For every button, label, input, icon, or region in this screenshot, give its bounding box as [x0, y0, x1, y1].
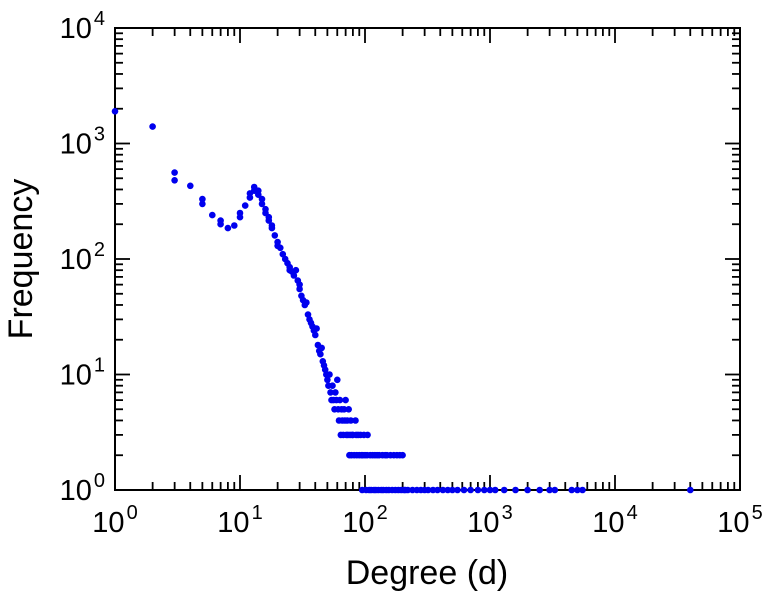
y-tick-label: 10 0 [60, 470, 105, 507]
data-point [347, 417, 355, 424]
x-tick-label: 10 0 [92, 502, 137, 539]
data-point [481, 486, 488, 494]
data-point [449, 486, 456, 494]
data-point [329, 382, 336, 390]
data-point [568, 486, 575, 494]
data-point [199, 195, 206, 203]
data-point [236, 213, 244, 221]
data-point [467, 486, 474, 494]
data-point [334, 376, 341, 384]
data-point [434, 486, 441, 494]
data-point [342, 396, 349, 404]
data-point [303, 299, 310, 306]
data-point [326, 371, 333, 378]
data-point [199, 200, 206, 208]
data-point [296, 285, 303, 293]
data-point [574, 486, 581, 494]
data-point [241, 202, 249, 209]
data-point [524, 486, 531, 494]
data-point [187, 182, 194, 190]
y-tick-label: 10 4 [60, 8, 105, 45]
x-tick-label: 10 2 [342, 502, 387, 539]
x-tick-label: 10 1 [217, 502, 262, 539]
data-point [231, 222, 238, 229]
x-tick-label: 10 5 [717, 502, 762, 539]
data-point [258, 200, 266, 208]
data-point [327, 389, 334, 396]
data-point [579, 486, 586, 494]
data-point [271, 232, 279, 239]
data-point [171, 177, 178, 184]
data-point [277, 244, 284, 252]
data-point [454, 486, 461, 494]
data-point [171, 169, 178, 176]
y-tick-label: 10 1 [60, 355, 105, 392]
data-point [217, 220, 224, 228]
data-point [551, 486, 559, 494]
y-tick-label: 10 2 [60, 239, 105, 276]
data-point [500, 486, 508, 494]
data-point [265, 217, 273, 224]
data-point [439, 486, 447, 494]
data-point [209, 211, 216, 219]
data-point [246, 194, 254, 201]
data-point [324, 376, 331, 384]
data-point [224, 224, 232, 232]
data-point [364, 431, 371, 439]
x-tick-label: 10 4 [592, 502, 637, 539]
data-point [536, 486, 543, 494]
data-point [340, 406, 348, 413]
data-point [312, 331, 319, 339]
data-point [336, 396, 344, 404]
data-point [318, 344, 326, 352]
data-point [687, 486, 694, 494]
data-point [292, 266, 300, 274]
data-point [444, 486, 452, 494]
data-point [111, 108, 119, 115]
data-point [254, 191, 262, 198]
x-axis-label: Degree (d) [346, 554, 509, 592]
data-point [424, 486, 432, 494]
data-point [460, 486, 468, 494]
data-point [345, 406, 353, 413]
data-point [399, 451, 406, 459]
data-point [332, 389, 339, 396]
data-point [317, 350, 324, 358]
data-point [474, 486, 482, 494]
y-tick-label: 10 3 [60, 124, 105, 161]
data-point [290, 272, 298, 279]
x-tick-label: 10 3 [467, 502, 512, 539]
data-point [546, 486, 553, 494]
data-point [258, 195, 266, 203]
data-point [352, 417, 359, 424]
data-point [512, 486, 519, 494]
data-point [491, 486, 499, 494]
data-point [313, 325, 320, 332]
data-point [149, 123, 156, 130]
y-axis-label: Frequency [2, 179, 40, 340]
data-point [486, 486, 494, 494]
plot-frame [114, 27, 741, 491]
data-point [404, 486, 412, 494]
data-point [268, 224, 276, 232]
